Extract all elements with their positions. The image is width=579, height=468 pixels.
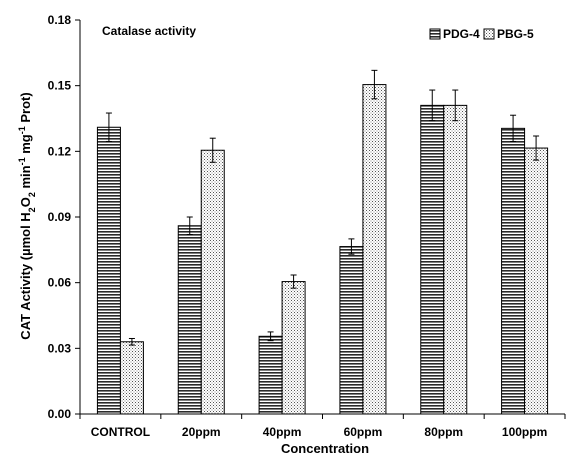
- bar: [281, 281, 306, 415]
- bar: [258, 335, 283, 415]
- bar: [96, 126, 121, 415]
- bar: [119, 341, 144, 415]
- bar: [420, 104, 445, 415]
- bar: [200, 149, 225, 415]
- legend-swatch-pbg5: [483, 28, 495, 40]
- x-axis-ticks: CONTROL 20ppm 40ppm 60ppm 80ppm 100ppm: [79, 414, 566, 439]
- x-tick-label: 100ppm: [502, 425, 547, 439]
- chart-annotation: Catalase activity: [102, 24, 196, 38]
- bar: [443, 104, 468, 415]
- legend: PDG-4 PBG-5: [429, 27, 534, 41]
- y-tick-label: 0.06: [48, 276, 72, 290]
- plot-area: [79, 20, 565, 415]
- y-axis-ticks: 0.00 0.03 0.06 0.09 0.12 0.15 0.18: [48, 13, 80, 421]
- y-axis-title: CAT Activity (µmol H2O2 min-1 mg-1 Prot): [17, 92, 37, 339]
- bar: [524, 147, 549, 415]
- bar: [362, 84, 387, 415]
- y-tick-label: 0.03: [48, 341, 72, 355]
- bar: [177, 225, 202, 415]
- x-tick-label: 60ppm: [344, 425, 383, 439]
- bar: [501, 127, 526, 415]
- y-tick-label: 0.18: [48, 13, 72, 27]
- x-tick-label: 80ppm: [424, 425, 463, 439]
- bar: [339, 246, 364, 415]
- x-axis-title: Concentration: [281, 441, 369, 456]
- x-tick-label: 20ppm: [182, 425, 221, 439]
- y-tick-label: 0.15: [48, 79, 72, 93]
- x-tick-label: CONTROL: [91, 425, 150, 439]
- legend-swatch-pdg4: [429, 28, 441, 40]
- y-tick-label: 0.09: [48, 210, 72, 224]
- y-tick-label: 0.12: [48, 144, 72, 158]
- y-tick-label: 0.00: [48, 407, 72, 421]
- legend-label-pdg4: PDG-4: [443, 27, 480, 41]
- legend-label-pbg5: PBG-5: [497, 27, 534, 41]
- x-tick-label: 40ppm: [263, 425, 302, 439]
